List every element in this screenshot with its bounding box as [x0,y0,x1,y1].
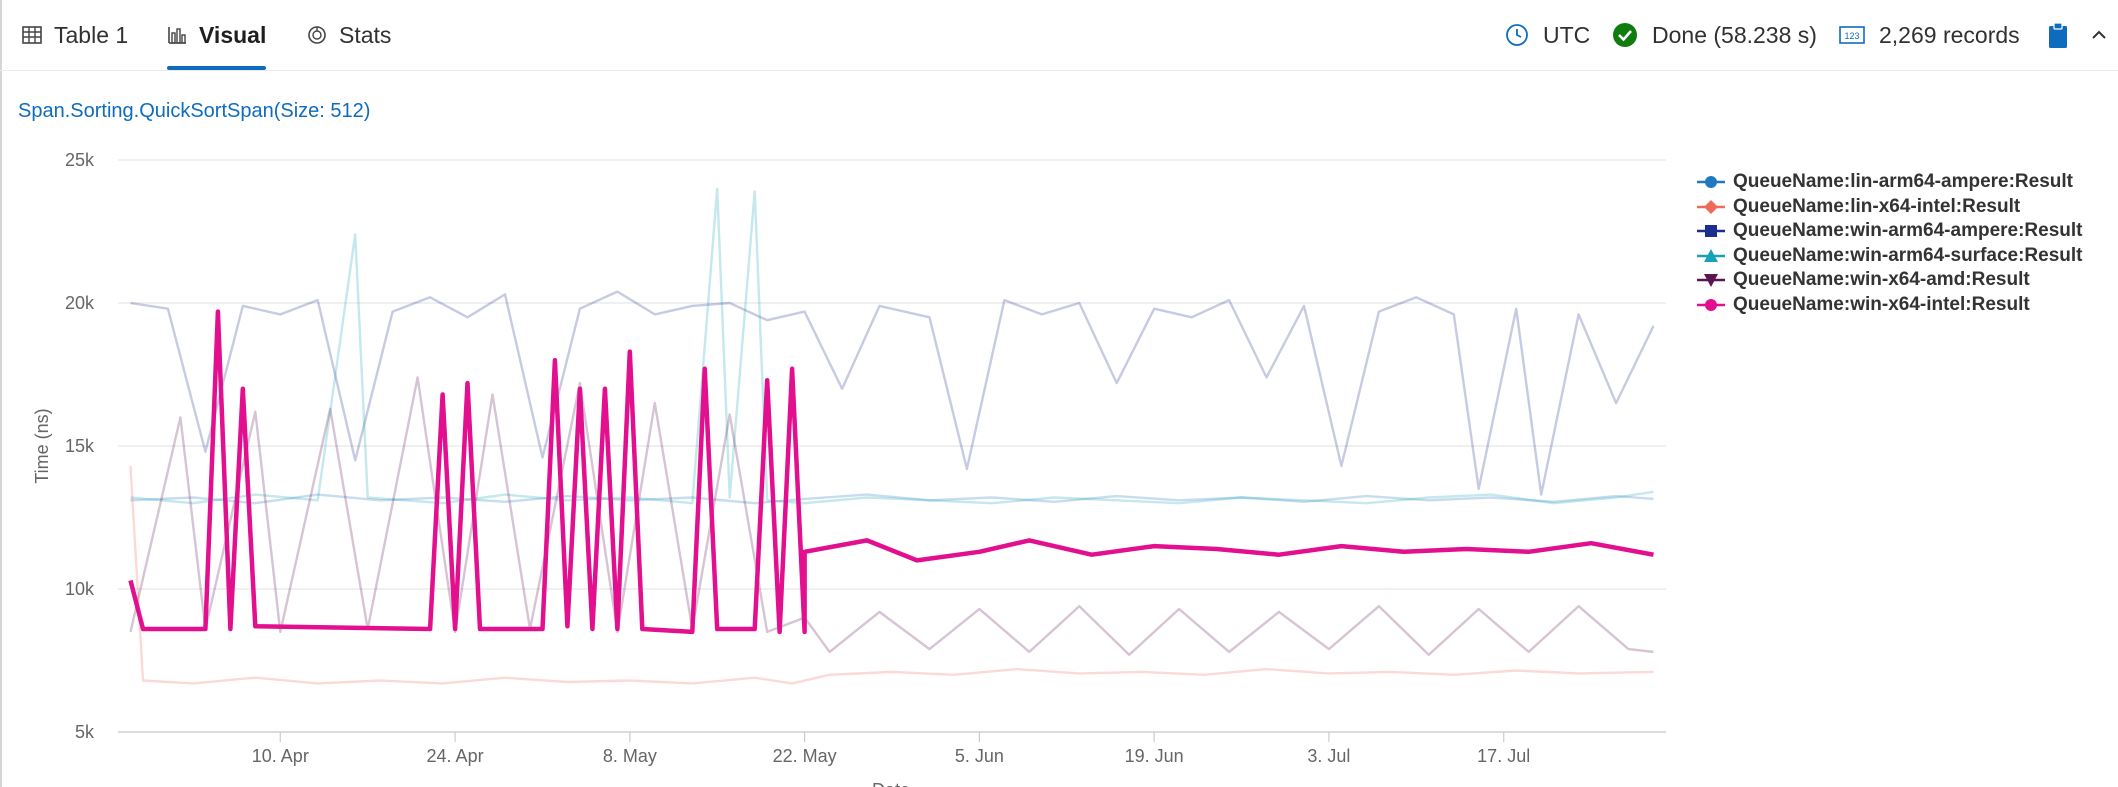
x-tick-label: 3. Jul [1307,746,1350,766]
x-axis-title: Date [872,780,910,787]
x-tick-label: 17. Jul [1477,746,1530,766]
records-count: 123 2,269 records [1839,0,2020,70]
bar-chart-icon [168,27,186,44]
series-line-queuename-lin-arm64-ampere-result[interactable] [130,493,1654,505]
collapse-results-button[interactable] [2084,20,2114,50]
legend-label: QueueName:lin-x64-intel:Result [1733,195,2021,217]
legend-marker-icon [1697,298,1725,311]
y-tick-label: 10k [65,579,95,599]
timezone-selector[interactable]: UTC [1505,0,1590,70]
x-tick-label: 24. Apr [427,746,484,766]
records-count-text: 2,269 records [1879,21,2020,48]
copy-to-clipboard-button[interactable] [2047,0,2083,70]
query-status-text: Done (58.238 s) [1652,21,1817,48]
tab-label: Visual [199,21,267,48]
tab-label: Stats [339,21,392,48]
legend-item[interactable]: QueueName:lin-arm64-ampere:Result [1697,170,2083,195]
legend-item[interactable]: QueueName:win-arm64-ampere:Result [1697,219,2083,244]
chart-title: Span.Sorting.QuickSortSpan(Size: 512) [18,100,371,122]
results-toolbar: Table 1 Visual Stats [0,0,2118,71]
x-tick-label: 8. May [603,746,657,766]
legend-item[interactable]: QueueName:win-x64-intel:Result [1697,293,2083,318]
y-tick-label: 25k [65,150,95,170]
y-tick-label: 15k [65,436,95,456]
legend-label: QueueName:win-x64-amd:Result [1733,269,2030,291]
tab-visual[interactable]: Visual [167,0,267,70]
x-tick-label: 22. May [773,746,837,766]
series-line-queuename-lin-x64-intel-result[interactable] [129,465,1654,685]
done-check-icon [1613,23,1637,47]
table-icon [22,26,42,44]
y-tick-label: 5k [75,722,95,742]
legend-item[interactable]: QueueName:win-x64-amd:Result [1697,268,2083,293]
legend-label: QueueName:win-x64-intel:Result [1733,293,2030,315]
panel-left-border [0,0,2,787]
chart-axes: 5k 10k 15k 20k 25k 10. Apr 24. Apr 8. May 22. Ma… [32,150,1666,787]
series-line-queuename-win-arm64-ampere-result[interactable] [130,290,1655,496]
tab-stats[interactable]: Stats [307,0,391,70]
legend-item[interactable]: QueueName:lin-x64-intel:Result [1697,195,2083,220]
query-status: Done (58.238 s) [1612,0,1817,70]
y-tick-label: 20k [65,293,95,313]
records-icon: 123 [1839,26,1865,44]
clipboard-icon [2049,22,2067,48]
series-line-queuename-win-x64-intel-result[interactable] [128,309,1654,635]
clock-icon [1506,24,1528,46]
legend-label: QueueName:win-arm64-ampere:Result [1733,220,2083,242]
svg-text:123: 123 [1844,31,1859,41]
chevron-up-icon [2092,30,2106,39]
series-line-queuename-win-arm64-surface-result[interactable] [130,187,1654,505]
tab-label: Table 1 [54,21,129,48]
tab-table-1[interactable]: Table 1 [22,0,128,70]
chart-gridlines [118,159,1666,733]
y-axis-title: Time (ns) [32,408,52,483]
legend-label: QueueName:win-arm64-surface:Result [1733,244,2083,266]
legend-marker-icon [1697,176,1725,189]
legend-marker-icon [1697,248,1725,262]
legend-marker-icon [1697,199,1725,214]
legend-label: QueueName:lin-arm64-ampere:Result [1733,171,2073,193]
chart-legend: QueueName:lin-arm64-ampere:Result QueueNa… [1697,170,2083,317]
x-tick-label: 19. Jun [1125,746,1184,766]
legend-item[interactable]: QueueName:win-arm64-surface:Result [1697,244,2083,269]
legend-marker-icon [1697,225,1725,238]
legend-marker-icon [1697,274,1725,288]
timezone-label: UTC [1543,21,1591,48]
x-tick-label: 5. Jun [955,746,1004,766]
stats-icon [308,26,326,44]
x-tick-label: 10. Apr [252,746,309,766]
chart-series [128,187,1655,685]
series-line-queuename-win-x64-amd-result[interactable] [129,376,1654,656]
